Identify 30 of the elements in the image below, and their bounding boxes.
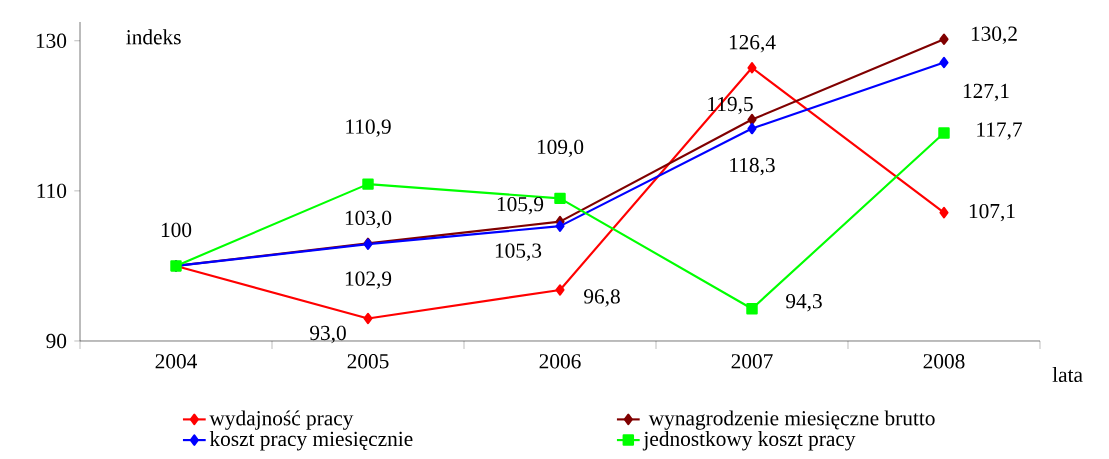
- x-tick-label: 2004: [155, 354, 198, 369]
- data-label: 117,7: [977, 122, 1022, 140]
- x-axis-title: lata: [1052, 367, 1083, 383]
- data-label: 127,1: [963, 83, 1009, 102]
- data-label: 109,0: [537, 139, 584, 158]
- legend-label: wydajność pracy: [209, 410, 354, 430]
- data-label: 110,9: [346, 119, 391, 137]
- data-label: 93,0: [310, 325, 346, 344]
- data-label: 94,3: [786, 294, 822, 312]
- y-tick-label: 130: [36, 33, 67, 48]
- y-tick-label: 90: [46, 333, 67, 349]
- y-axis-title: indeks: [126, 29, 181, 45]
- legend-label: jednostkowy koszt pracy: [642, 431, 856, 451]
- data-label: 103,0: [345, 210, 392, 229]
- data-label: 107,1: [969, 203, 1015, 222]
- data-label: 100: [161, 222, 192, 238]
- data-label: 102,9: [345, 271, 392, 289]
- x-tick-label: 2006: [539, 354, 581, 369]
- legend-label: koszt pracy miesięcznie: [209, 431, 413, 451]
- data-label: 126,4: [729, 35, 776, 53]
- data-label: 118,3: [730, 157, 775, 176]
- y-tick-label: 110: [37, 183, 67, 199]
- data-label: 130,2: [971, 26, 1017, 44]
- data-label: 96,8: [584, 289, 620, 307]
- x-tick-label: 2008: [923, 354, 965, 369]
- x-tick-label: 2005: [347, 354, 389, 369]
- data-label: 105,3: [495, 243, 542, 261]
- legend-label: wynagrodzenie miesięczne brutto: [648, 410, 935, 430]
- data-label: 105,9: [497, 196, 544, 215]
- x-tick-label: 2007: [731, 354, 773, 369]
